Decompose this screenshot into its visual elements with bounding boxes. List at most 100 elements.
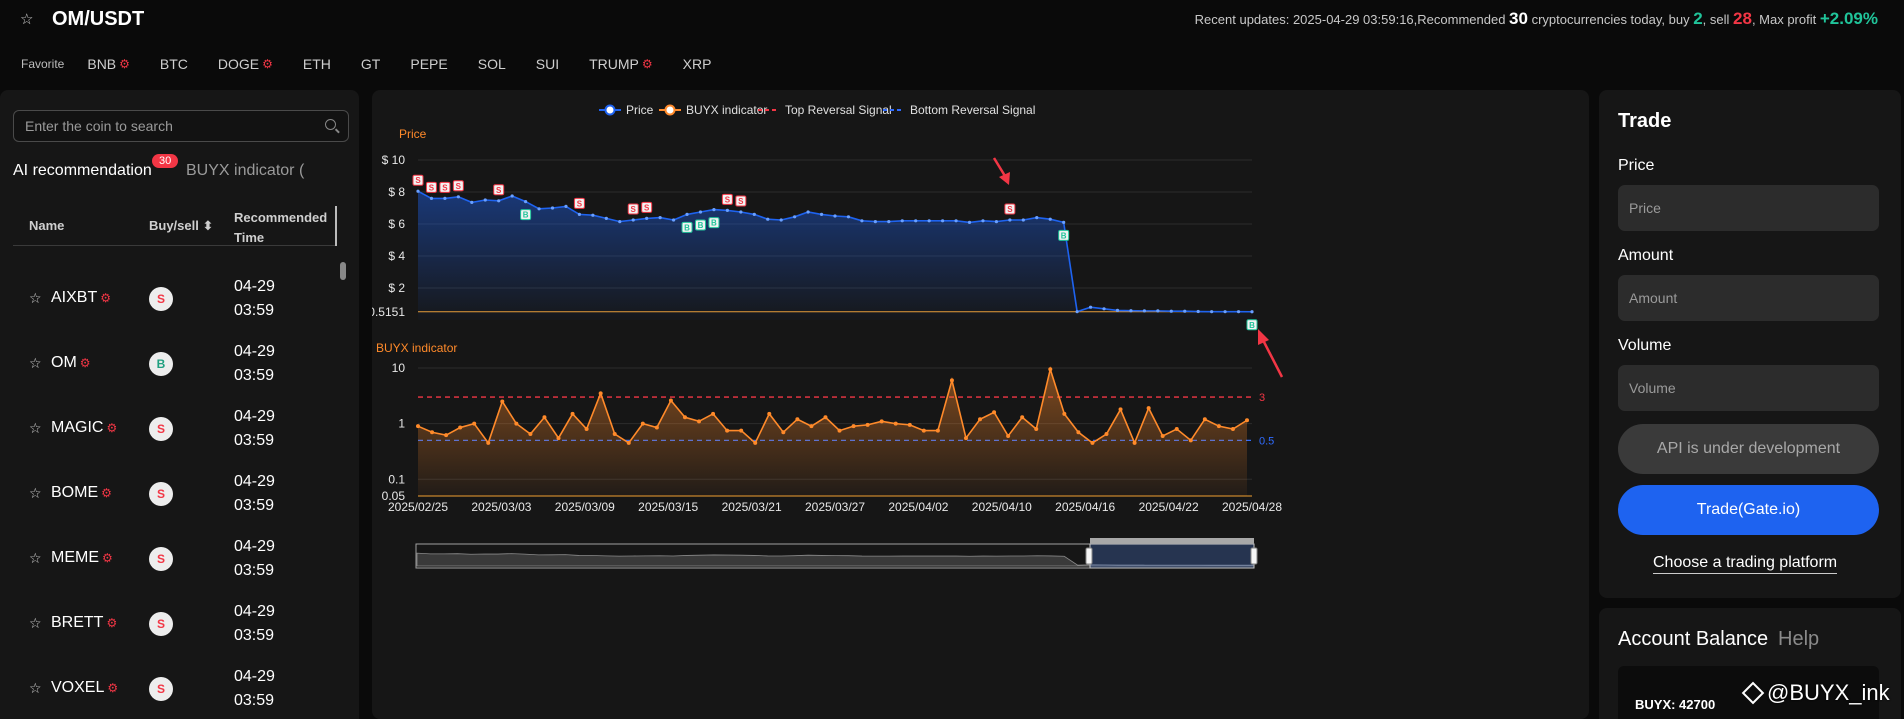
tab-buyx-indicator[interactable]: BUYX indicator ( (186, 162, 305, 179)
buyx-point (598, 391, 603, 396)
signal-marker-letter: B (1061, 231, 1067, 240)
buyx-point (1090, 440, 1095, 445)
buy-signal-marker (708, 217, 720, 229)
price-point (416, 189, 420, 193)
favorite-star-icon[interactable]: ☆ (29, 290, 42, 306)
favorite-coin-sol[interactable]: SOL (477, 56, 506, 72)
price-point (671, 218, 676, 222)
buyx-point (556, 436, 561, 441)
list-item[interactable]: ☆ BRETT ⚙ S 04-29 03:59 (13, 595, 343, 660)
tab-ai-recommendation[interactable]: AI recommendation (13, 162, 152, 179)
favorite-coin-trump[interactable]: TRUMP ⚙ (589, 56, 653, 72)
list-item[interactable]: ☆ OM ⚙ B 04-29 03:59 (13, 335, 343, 400)
api-button[interactable]: API is under development (1618, 424, 1879, 474)
buyx-point (1245, 418, 1249, 423)
price-point (631, 218, 635, 222)
favorite-coin-btc[interactable]: BTC (159, 56, 188, 72)
price-point (994, 220, 999, 224)
favorites-label: Favorite (21, 57, 65, 71)
favorite-star-icon[interactable]: ☆ (20, 11, 34, 28)
help-link[interactable]: Help (1778, 628, 1820, 650)
annotation-arrow (992, 157, 1007, 177)
price-point (685, 212, 689, 216)
recommendation-count-badge: 30 (152, 154, 179, 168)
list-item[interactable]: ☆ MAGIC ⚙ S 04-29 03:59 (13, 400, 343, 465)
trade-gateio-button[interactable]: Trade(Gate.io) (1618, 485, 1879, 535)
volume-input[interactable] (1618, 365, 1879, 411)
buy-count: 2 (1693, 9, 1703, 28)
recommended-time: 04-29 03:59 (234, 343, 275, 384)
favorite-coin-eth[interactable]: ETH (302, 56, 331, 72)
x-tick-label: 2025/02/25 (388, 500, 448, 514)
price-point (1075, 310, 1079, 314)
list-item[interactable]: ☆ MEME ⚙ S 04-29 03:59 (13, 530, 343, 595)
recommended-time: 04-29 03:59 (234, 278, 275, 319)
column-resize-handle[interactable] (335, 206, 337, 246)
price-point (1236, 310, 1241, 314)
favorite-coin-doge[interactable]: DOGE ⚙ (217, 56, 273, 72)
buyx-point (865, 422, 870, 427)
search-icon[interactable] (325, 119, 336, 130)
favorite-coin-bnb[interactable]: BNB ⚙ (87, 56, 130, 72)
favorite-star-icon[interactable]: ☆ (29, 550, 42, 566)
buyx-point (935, 428, 940, 433)
hot-gear-icon: ⚙ (106, 421, 118, 435)
x-tick-label: 2025/04/28 (1222, 500, 1282, 514)
zoom-slider-window (1089, 543, 1255, 569)
x-tick-label: 2025/03/27 (805, 500, 865, 514)
price-point (1008, 218, 1012, 222)
buyx-point (1006, 433, 1011, 438)
favorite-coin-sui[interactable]: SUI (535, 56, 560, 72)
buyx-point (893, 421, 898, 426)
sell-signal-marker (627, 203, 639, 215)
y-tick-label: $ 8 (388, 185, 405, 199)
bottom-reversal-label: 0.5 (1259, 435, 1274, 447)
header: ☆ OM/USDT Recent updates: 2025-04-29 03:… (0, 0, 1904, 40)
favorite-star-icon[interactable]: ☆ (29, 680, 42, 696)
list-item[interactable]: ☆ VOXEL ⚙ S 04-29 03:59 (13, 660, 343, 719)
buyx-point (584, 427, 589, 432)
buyx-point (1174, 427, 1179, 432)
buyx-point (753, 440, 758, 445)
y-tick-label: $ 4 (388, 249, 405, 263)
signal-marker-letter: B (523, 211, 529, 220)
x-tick-label: 2025/03/09 (555, 500, 615, 514)
recommended-time: 04-29 03:59 (234, 408, 275, 449)
price-point (914, 219, 918, 223)
price-input[interactable] (1618, 185, 1879, 231)
favorite-star-icon[interactable]: ☆ (29, 355, 42, 371)
favorite-coin-pepe[interactable]: PEPE (410, 56, 448, 72)
buy-signal-marker (1058, 229, 1070, 241)
buyx-point (1062, 411, 1067, 416)
price-point (887, 220, 891, 224)
list-item[interactable]: ☆ BOME ⚙ S 04-29 03:59 (13, 465, 343, 530)
buyx-point (668, 398, 673, 403)
sell-signal-badge: S (149, 417, 173, 441)
signal-marker-letter: S (415, 176, 421, 185)
favorite-star-icon[interactable]: ☆ (29, 615, 42, 631)
price-point (1223, 310, 1227, 314)
choose-platform-link[interactable]: Choose a trading platform (1653, 554, 1838, 574)
favorite-coin-gt[interactable]: GT (360, 56, 381, 72)
binance-logo-icon (1741, 681, 1765, 705)
favorite-coin-xrp[interactable]: XRP (682, 56, 712, 72)
price-point (550, 206, 555, 210)
balance-value: BUYX: 42700 (1635, 697, 1716, 712)
search-input[interactable] (14, 111, 348, 141)
buyx-point (1020, 415, 1025, 420)
col-buysell-sort[interactable]: Buy/sell ⬍ (149, 218, 214, 233)
x-tick-label: 2025/03/15 (638, 500, 698, 514)
price-point (510, 194, 514, 198)
buyx-point (500, 399, 505, 404)
amount-input[interactable] (1618, 275, 1879, 321)
trade-title: Trade (1618, 110, 1672, 132)
favorite-star-icon[interactable]: ☆ (29, 420, 42, 436)
favorite-star-icon[interactable]: ☆ (29, 485, 42, 501)
price-point (1035, 216, 1039, 220)
buyx-line (417, 366, 1248, 446)
annotation-arrow-head (999, 172, 1010, 185)
sell-signal-badge: S (149, 612, 173, 636)
table-scrollbar[interactable] (340, 262, 346, 280)
list-item[interactable]: ☆ AIXBT ⚙ S 04-29 03:59 (13, 270, 343, 335)
buyx-point (907, 422, 912, 427)
